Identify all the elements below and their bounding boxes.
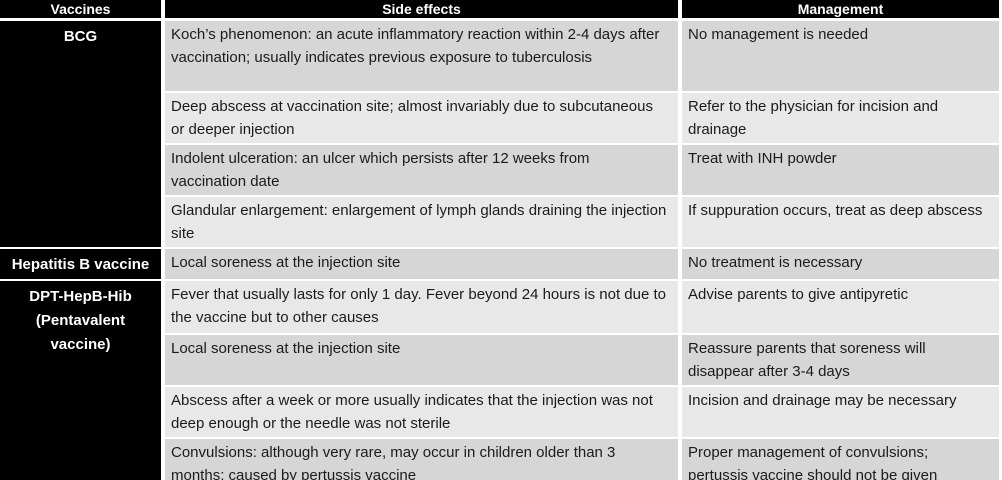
management-cell: No management is needed <box>678 18 999 92</box>
table-row: Local soreness at the injection site Rea… <box>0 333 999 386</box>
management-cell: Reassure parents that soreness will disa… <box>678 333 999 386</box>
header-row: Vaccines Side effects Management <box>0 0 999 21</box>
table-row: Hepatitis B vaccine Local soreness at th… <box>0 247 999 280</box>
column-header-management: Management <box>678 0 999 21</box>
side-effect-cell: Glandular enlargement: enlargement of ly… <box>161 195 680 248</box>
management-cell: Refer to the physician for incision and … <box>678 91 999 144</box>
side-effect-cell: Koch’s phenomenon: an acute inflammatory… <box>161 18 680 92</box>
table-row: BCG Koch’s phenomenon: an acute inflamma… <box>0 18 999 248</box>
side-effect-cell: Deep abscess at vaccination site; almost… <box>161 91 680 144</box>
table-row: Deep abscess at vaccination site; almost… <box>0 91 999 144</box>
vaccine-cell-bcg: BCG <box>0 18 163 248</box>
table-row: Indolent ulceration: an ulcer which pers… <box>0 143 999 196</box>
table-row: Glandular enlargement: enlargement of ly… <box>0 195 999 248</box>
table-row: Abscess after a week or more usually ind… <box>0 385 999 438</box>
vaccine-cell-hepatitis-b: Hepatitis B vaccine <box>0 247 163 280</box>
management-cell: Treat with INH powder <box>678 143 999 196</box>
column-header-side-effects: Side effects <box>161 0 680 21</box>
management-cell: No treatment is necessary <box>678 247 999 280</box>
table-row: Convulsions: although very rare, may occ… <box>0 437 999 480</box>
vaccine-cell-pentavalent-label: DPT-HepB-Hib (Pentavalent vaccine) <box>29 288 132 353</box>
side-effect-cell: Local soreness at the injection site <box>161 333 680 386</box>
side-effect-cell: Abscess after a week or more usually ind… <box>161 385 680 438</box>
side-effect-cell: Local soreness at the injection site <box>161 247 680 280</box>
vaccine-cell-pentavalent: DPT-HepB-Hib (Pentavalent vaccine) <box>0 279 163 480</box>
side-effect-cell: Convulsions: although very rare, may occ… <box>161 437 680 480</box>
management-cell: Proper management of convulsions; pertus… <box>678 437 999 480</box>
column-header-vaccines: Vaccines <box>0 0 163 21</box>
management-cell: Incision and drainage may be necessary <box>678 385 999 438</box>
management-cell: Advise parents to give antipyretic <box>678 279 999 334</box>
side-effect-cell: Indolent ulceration: an ulcer which pers… <box>161 143 680 196</box>
side-effect-cell: Fever that usually lasts for only 1 day.… <box>161 279 680 334</box>
management-cell: If suppuration occurs, treat as deep abs… <box>678 195 999 248</box>
table-row: DPT-HepB-Hib (Pentavalent vaccine) Fever… <box>0 279 999 480</box>
